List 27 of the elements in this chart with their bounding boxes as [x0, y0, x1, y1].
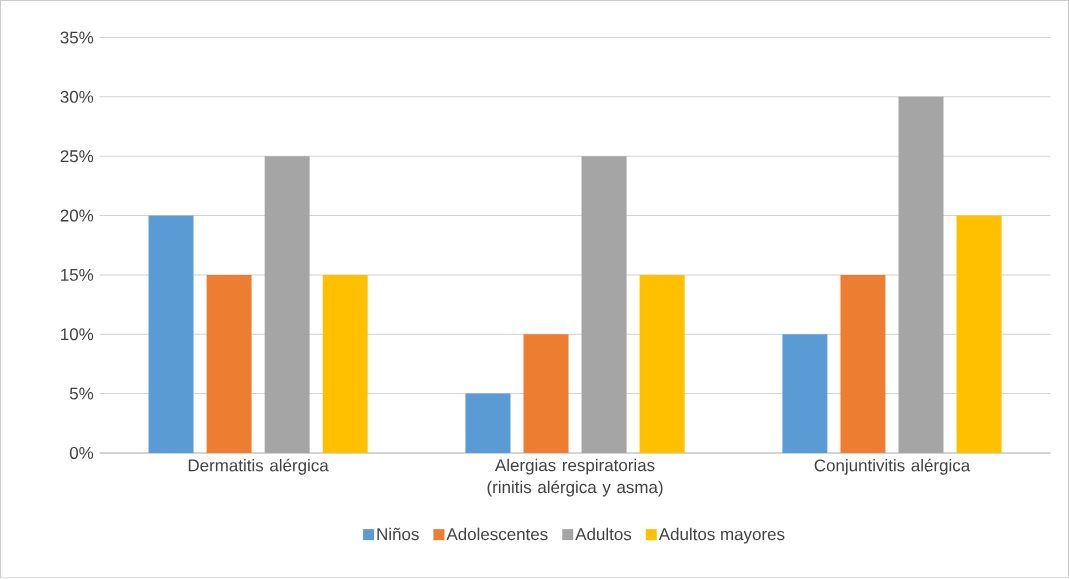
legend-label: Adultos	[575, 527, 632, 541]
bar	[206, 275, 252, 454]
x-tick-label: Dermatitis alérgica	[188, 459, 329, 475]
x-tick-label: Conjuntivitis alérgica	[814, 459, 971, 475]
legend-label: Adultos mayores	[658, 527, 785, 544]
y-tick-label: 5%	[69, 387, 94, 400]
bar	[465, 393, 511, 454]
bar	[840, 275, 886, 454]
bar	[581, 156, 627, 454]
bar	[148, 215, 194, 454]
bar	[956, 215, 1002, 454]
bar	[264, 156, 310, 454]
legend-label: Niños	[377, 527, 419, 541]
y-tick-label: 35%	[60, 31, 94, 44]
y-tick-label: 10%	[61, 328, 94, 341]
legend-label: Adolescentes	[446, 527, 548, 541]
y-tick-label: 30%	[60, 91, 94, 104]
bar	[782, 334, 828, 454]
bar	[898, 97, 944, 454]
y-tick-label: 20%	[60, 209, 94, 222]
y-tick-label: 15%	[61, 269, 94, 282]
y-tick-label: 25%	[60, 150, 94, 163]
x-tick-label: Alergias respiratorias (rinitis alérgica y asma)	[487, 459, 663, 497]
y-tick-label: 0%	[69, 447, 94, 460]
bar	[322, 275, 368, 454]
bar	[639, 275, 685, 454]
bar	[523, 334, 569, 454]
